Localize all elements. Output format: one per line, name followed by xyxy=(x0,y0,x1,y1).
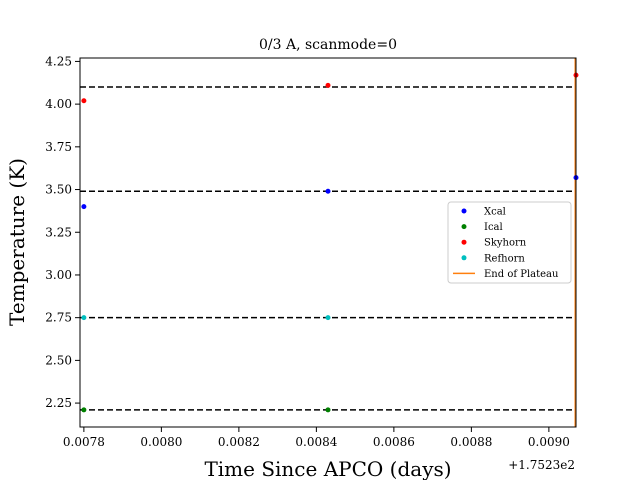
data-point xyxy=(325,188,331,194)
legend-marker xyxy=(461,224,467,230)
y-tick-label: 2.25 xyxy=(45,396,72,410)
legend-marker xyxy=(461,208,467,214)
data-point xyxy=(81,315,87,321)
data-point xyxy=(81,98,87,104)
y-tick-label: 3.75 xyxy=(45,140,72,154)
legend-label: Ical xyxy=(484,222,503,233)
x-axis-title: Time Since APCO (days) xyxy=(204,457,451,480)
chart-title: 0/3 A, scanmode=0 xyxy=(259,37,397,53)
x-offset-label: +1.7523e2 xyxy=(508,458,575,472)
y-tick-label: 3.50 xyxy=(45,183,72,197)
x-axis: 0.0078 0.0080 0.0082 0.0084 0.0086 0.0088 0.00… xyxy=(63,427,570,449)
y-tick-label: 2.75 xyxy=(45,311,72,325)
legend-marker xyxy=(461,255,467,261)
x-tick-label: 0.0086 xyxy=(373,435,415,449)
y-tick-label: 4.25 xyxy=(45,54,72,68)
legend-label: Skyhorn xyxy=(484,238,527,249)
y-tick-label: 2.50 xyxy=(45,353,72,367)
data-point xyxy=(81,407,87,413)
data-point xyxy=(325,82,331,88)
x-tick-label: 0.0084 xyxy=(295,435,337,449)
data-point xyxy=(325,407,331,413)
y-tick-label: 4.00 xyxy=(45,97,72,111)
y-axis-title: Temperature (K) xyxy=(5,158,29,326)
x-tick-label: 0.0090 xyxy=(528,435,570,449)
legend-marker xyxy=(461,239,467,245)
y-tick-label: 3.25 xyxy=(45,225,72,239)
data-point xyxy=(81,204,87,210)
y-axis: 2.25 2.50 2.75 3.00 3.25 3.50 3.75 4.00 4.25 xyxy=(45,54,80,410)
plot-area xyxy=(80,58,579,427)
plot-frame xyxy=(79,57,577,428)
y-tick-label: 3.00 xyxy=(45,268,72,282)
x-tick-label: 0.0080 xyxy=(140,435,182,449)
legend-label: Xcal xyxy=(484,207,506,218)
legend: Xcal Ical Skyhorn Refhorn End of Plateau xyxy=(447,201,572,284)
data-point xyxy=(325,315,331,321)
legend-label: End of Plateau xyxy=(484,269,559,280)
x-tick-label: 0.0078 xyxy=(63,435,105,449)
legend-frame xyxy=(447,201,572,284)
legend-label: Refhorn xyxy=(484,253,525,264)
x-tick-label: 0.0082 xyxy=(218,435,260,449)
x-tick-label: 0.0088 xyxy=(450,435,492,449)
